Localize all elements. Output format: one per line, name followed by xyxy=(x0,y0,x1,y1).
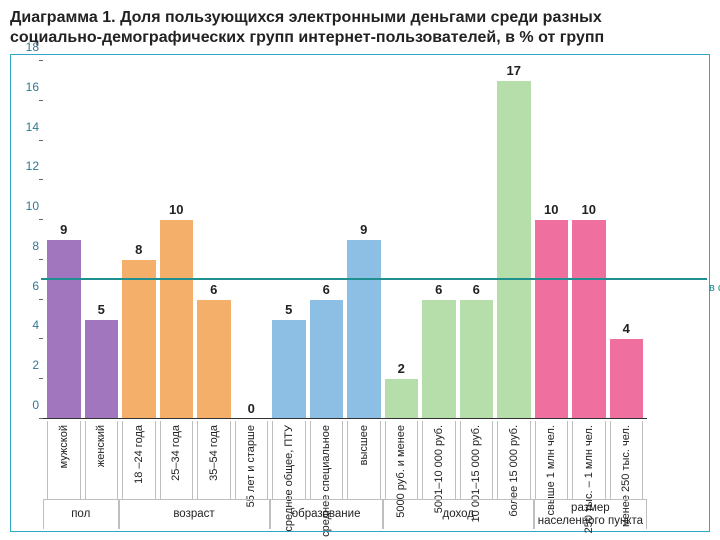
bar-slot: 10 xyxy=(160,61,194,419)
bar-value-label: 10 xyxy=(582,202,596,217)
x-label-slot: менее 250 тыс. чел. xyxy=(610,421,644,499)
group-label: размер населенного пункта xyxy=(534,499,647,529)
y-tick-label: 6 xyxy=(15,279,39,293)
x-label-slot: 35–54 года xyxy=(197,421,231,499)
average-label-text: в среднем xyxy=(709,282,720,294)
bar: 17 xyxy=(497,81,531,419)
title-line-1: Диаграмма 1. Доля пользующихся электронн… xyxy=(10,9,602,26)
chart-frame: 024681012141618 95810605692661710104 7% … xyxy=(10,54,710,532)
page: Диаграмма 1. Доля пользующихся электронн… xyxy=(0,0,720,540)
x-label: 55 лет и старше xyxy=(245,425,257,507)
bar-slot: 0 xyxy=(235,61,269,419)
bar-value-label: 9 xyxy=(60,222,67,237)
bar: 9 xyxy=(47,240,81,419)
bar-slot: 4 xyxy=(610,61,644,419)
bar-slot: 9 xyxy=(347,61,381,419)
bar-value-label: 10 xyxy=(544,202,558,217)
bar: 6 xyxy=(197,300,231,419)
bar-slot: 9 xyxy=(47,61,81,419)
x-label-slot: свыше 1 млн чел. xyxy=(535,421,569,499)
x-axis xyxy=(43,418,647,419)
average-line: 7% в среднем xyxy=(41,278,707,280)
chart-title: Диаграмма 1. Доля пользующихся электронн… xyxy=(10,8,710,48)
group-label: возраст xyxy=(119,499,270,529)
x-label-slot: 18 –24 года xyxy=(122,421,156,499)
bar: 5 xyxy=(272,320,306,419)
y-tick-label: 2 xyxy=(15,358,39,372)
bar-slot: 5 xyxy=(272,61,306,419)
bar: 8 xyxy=(122,260,156,419)
bar-slot: 8 xyxy=(122,61,156,419)
x-label-slot: мужской xyxy=(47,421,81,499)
bar-value-label: 6 xyxy=(473,282,480,297)
bar-slot: 2 xyxy=(385,61,419,419)
x-label: мужской xyxy=(58,425,70,468)
y-tick-label: 4 xyxy=(15,318,39,332)
group-label: доход xyxy=(383,499,534,529)
group-label: пол xyxy=(43,499,119,529)
x-label: женский xyxy=(95,425,107,467)
group-label: образование xyxy=(270,499,383,529)
bar-value-label: 2 xyxy=(398,361,405,376)
x-label-slot: 5000 руб. и менее xyxy=(385,421,419,499)
bar: 6 xyxy=(422,300,456,419)
bar: 2 xyxy=(385,379,419,419)
x-label-slot: среднее общее, ПТУ xyxy=(272,421,306,499)
bar-slot: 6 xyxy=(310,61,344,419)
bar-value-label: 17 xyxy=(507,63,521,78)
bar-value-label: 6 xyxy=(210,282,217,297)
x-label: 25–34 года xyxy=(170,425,182,481)
bar-value-label: 8 xyxy=(135,242,142,257)
bar: 10 xyxy=(535,220,569,419)
bar: 5 xyxy=(85,320,119,419)
bar-slot: 6 xyxy=(197,61,231,419)
bar-value-label: 5 xyxy=(285,302,292,317)
bar-value-label: 6 xyxy=(323,282,330,297)
bar-slot: 5 xyxy=(85,61,119,419)
x-label: 35–54 года xyxy=(208,425,220,481)
y-tick-label: 18 xyxy=(15,40,39,54)
plot-area: 024681012141618 95810605692661710104 7% … xyxy=(43,61,647,419)
bar-value-label: 9 xyxy=(360,222,367,237)
x-label-slot: высшее xyxy=(347,421,381,499)
x-label-slot: среднее специальное xyxy=(310,421,344,499)
bar: 10 xyxy=(160,220,194,419)
x-label-slot: женский xyxy=(85,421,119,499)
x-label-slot: 55 лет и старше xyxy=(235,421,269,499)
bar-value-label: 4 xyxy=(623,321,630,336)
bar-slot: 17 xyxy=(497,61,531,419)
x-label: высшее xyxy=(358,425,370,465)
y-tick-label: 12 xyxy=(15,159,39,173)
bar: 9 xyxy=(347,240,381,419)
bar-slot: 6 xyxy=(460,61,494,419)
x-label-slot: 10 001–15 000 руб. xyxy=(460,421,494,499)
bar: 6 xyxy=(460,300,494,419)
x-label-slot: 250 тыс. – 1 млн чел. xyxy=(572,421,606,499)
y-tick-label: 0 xyxy=(15,398,39,412)
title-line-2: социально-демографических групп интернет… xyxy=(10,29,604,46)
bar-slot: 6 xyxy=(422,61,456,419)
x-label-slot: 5001–10 000 руб. xyxy=(422,421,456,499)
x-labels-row: мужской женский 18 –24 года 25–34 года 35–54… xyxy=(43,421,647,499)
bar-slot: 10 xyxy=(535,61,569,419)
y-tick-label: 16 xyxy=(15,80,39,94)
bars-container: 95810605692661710104 xyxy=(43,61,647,419)
bar-value-label: 5 xyxy=(98,302,105,317)
bar: 10 xyxy=(572,220,606,419)
y-tick-label: 14 xyxy=(15,120,39,134)
bar-slot: 10 xyxy=(572,61,606,419)
bar-value-label: 6 xyxy=(435,282,442,297)
group-labels-row: полвозрастобразованиедоходразмер населен… xyxy=(43,499,647,529)
x-label-slot: 25–34 года xyxy=(160,421,194,499)
x-label-slot: более 15 000 руб. xyxy=(497,421,531,499)
y-tick-label: 8 xyxy=(15,239,39,253)
bar: 4 xyxy=(610,339,644,419)
y-tick-label: 10 xyxy=(15,199,39,213)
bar-value-label: 0 xyxy=(248,401,255,416)
bar: 6 xyxy=(310,300,344,419)
bar-value-label: 10 xyxy=(169,202,183,217)
x-label: 18 –24 года xyxy=(133,425,145,484)
